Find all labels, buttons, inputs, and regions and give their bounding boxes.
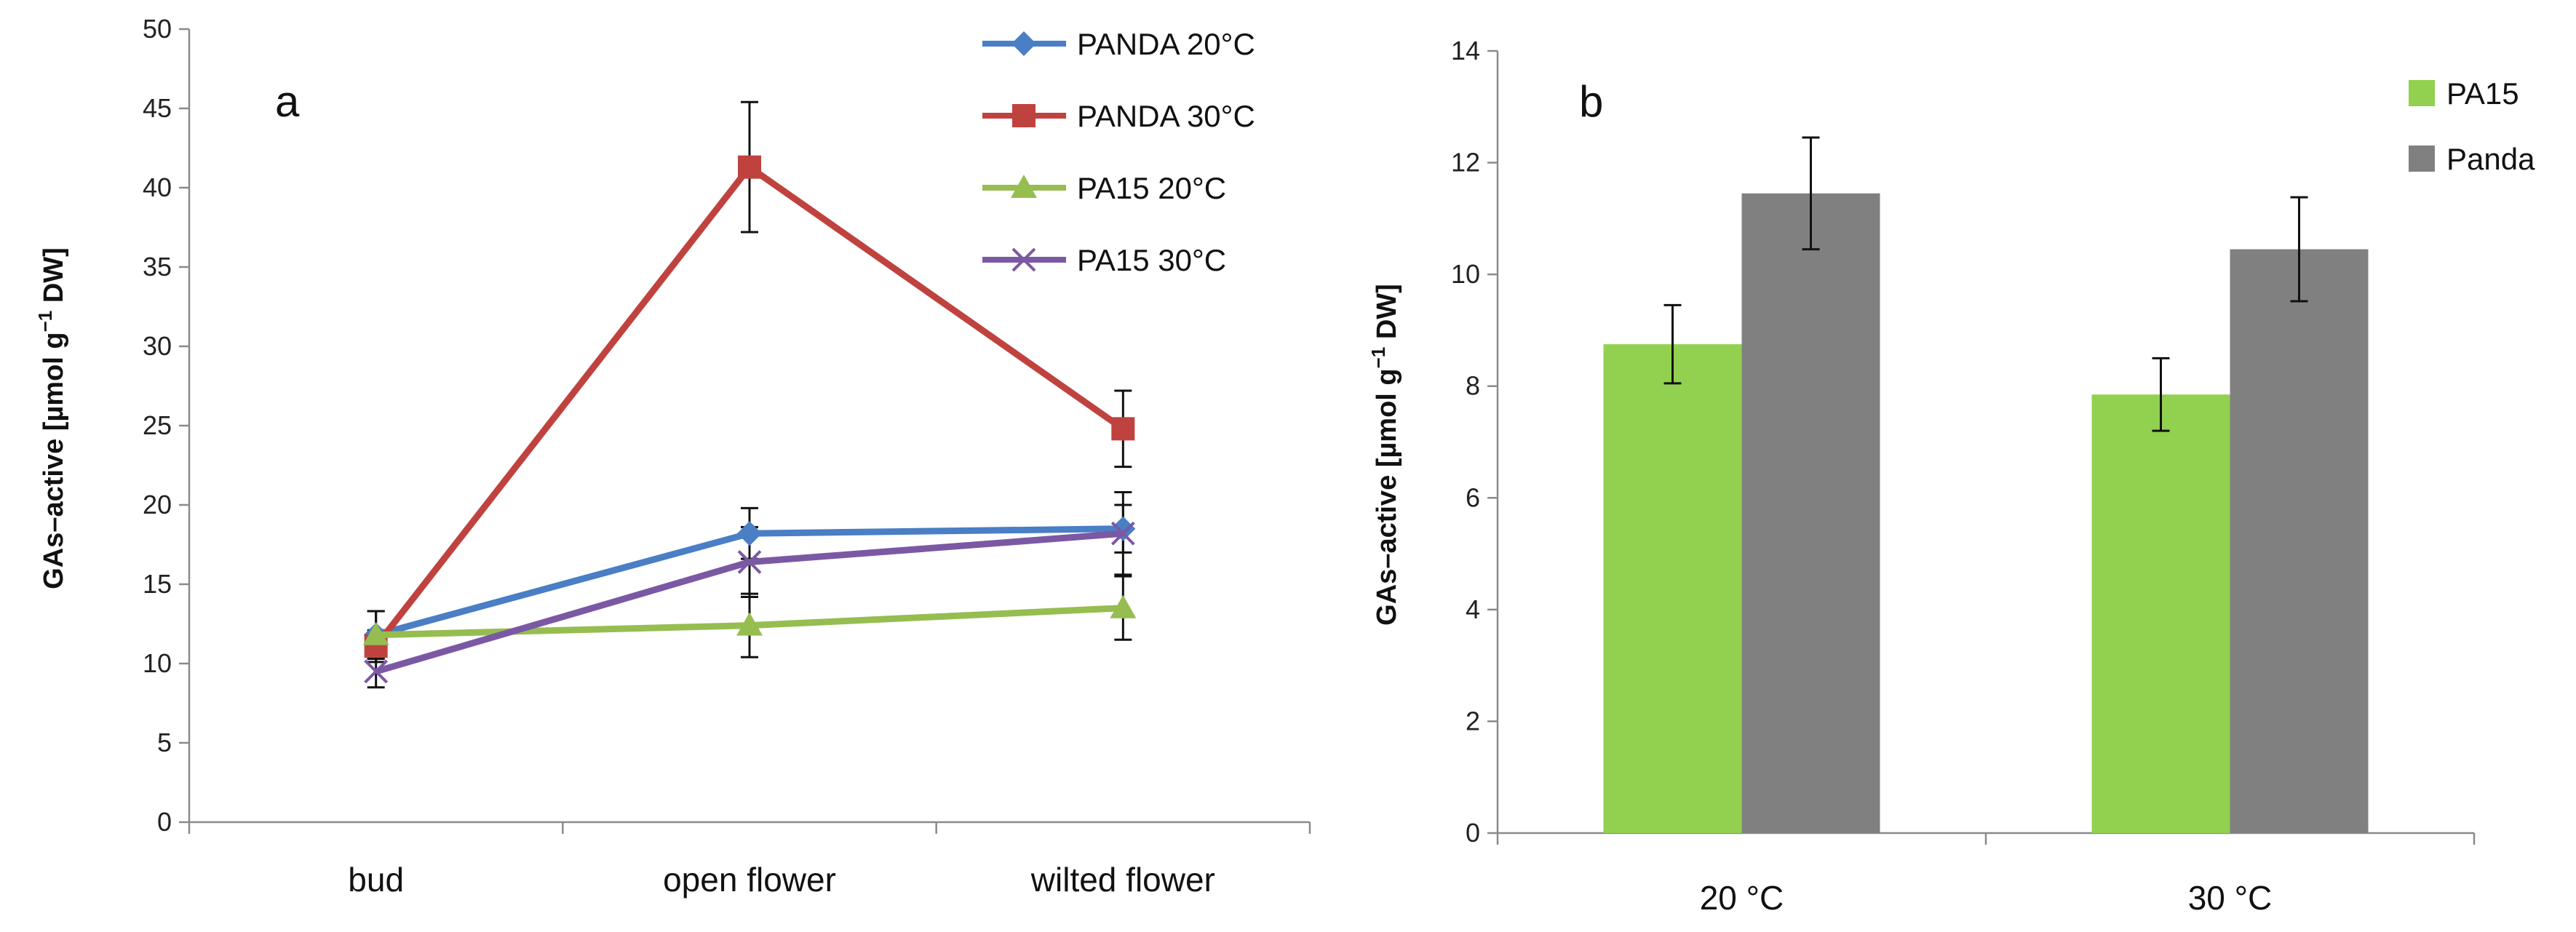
y-axis-label-b-sup: −1 xyxy=(1367,347,1389,369)
x-category-label-b: 20 °C xyxy=(1700,879,1784,917)
legend-label-pa15-20-c: PA15 20°C xyxy=(1077,171,1226,205)
x-category-label-a: wilted flower xyxy=(1030,861,1215,899)
data-point-pa15-20-c xyxy=(736,612,763,636)
x-category-label-a: bud xyxy=(348,861,404,899)
x-categories-b: 20 °C 30 °C xyxy=(1496,833,2476,917)
legend-marker-panda-20-c xyxy=(1011,31,1036,56)
y-tick-label-b: 8 xyxy=(1466,371,1480,401)
legend-label-panda-20-c: PANDA 20°C xyxy=(1077,27,1255,61)
error-bar-pa15 xyxy=(2152,357,2170,432)
y-tick-label-b: 12 xyxy=(1451,148,1480,178)
data-point-pa15-20-c xyxy=(362,621,389,645)
y-axis-label-b-main: GAs–active [µmol g xyxy=(1372,368,1402,625)
legend-label-panda: Panda xyxy=(2446,142,2535,176)
y-axis-label-a: GAs–active [µmol g−1 DW] xyxy=(34,247,69,589)
y-axis-label-a-tail: DW] xyxy=(39,247,69,311)
y-tick-label-b: 0 xyxy=(1466,818,1480,848)
panel-label-a: a xyxy=(275,77,300,126)
y-tick-label-a: 5 xyxy=(157,728,172,757)
bar-pa15 xyxy=(1603,344,1742,833)
legend-swatch-panda xyxy=(2409,146,2435,172)
y-tick-label-a: 15 xyxy=(143,569,172,599)
y-tick-label-a: 20 xyxy=(143,490,172,519)
error-bar-panda xyxy=(2290,196,2308,303)
y-tick-label-b: 14 xyxy=(1451,36,1480,65)
legend-marker-pa15-20-c xyxy=(1011,175,1037,198)
legend-marker-panda-30-c xyxy=(1012,104,1035,127)
x-category-label-a: open flower xyxy=(663,861,836,899)
data-point-panda-20-c xyxy=(737,521,762,546)
data-point-pa15-30-c xyxy=(364,659,389,684)
data-point-panda-30-c xyxy=(1111,417,1135,441)
y-ticks-a: 0 5 10 15 20 25 30 35 40 45 50 xyxy=(143,14,189,837)
legend-label-pa15: PA15 xyxy=(2446,76,2519,111)
legend-marker-pa15-30-c-stroke-2 xyxy=(1011,247,1036,272)
legend-label-pa15-30-c: PA15 30°C xyxy=(1077,243,1226,277)
bar-chart-panel-b: b GAs–active [µmol g−1 DW] 0 2 4 6 8 10 12 14 2… xyxy=(1367,36,2535,917)
data-point-pa15-30-c-stroke-2 xyxy=(737,550,762,574)
y-tick-label-b: 2 xyxy=(1466,706,1480,736)
legend-b: PA15 Panda xyxy=(2409,76,2535,176)
y-tick-label-a: 0 xyxy=(157,807,172,837)
y-tick-label-a: 50 xyxy=(143,14,172,44)
line-chart-panel-a: a GAs–active [µmol g−1 DW] 0 5 10 15 20 25 30 3… xyxy=(34,14,1311,899)
y-axis-label-b: GAs–active [µmol g−1 DW] xyxy=(1367,284,1402,626)
y-tick-label-a: 25 xyxy=(143,410,172,440)
data-point-pa15-30-c-stroke-2 xyxy=(1110,521,1135,546)
y-ticks-b: 0 2 4 6 8 10 12 14 xyxy=(1451,36,1498,848)
data-point-pa15-30-c xyxy=(737,550,762,574)
y-tick-label-a: 30 xyxy=(143,331,172,361)
x-category-label-b: 30 °C xyxy=(2188,879,2273,917)
y-tick-label-b: 10 xyxy=(1451,259,1480,289)
x-categories-a: bud open flower wilted flower xyxy=(188,822,1311,899)
error-bar-pa15 xyxy=(1663,303,1682,385)
legend-label-panda-30-c: PANDA 30°C xyxy=(1077,99,1255,133)
bars-b xyxy=(1603,136,2369,833)
data-point-panda-30-c xyxy=(738,155,761,179)
data-point-pa15-30-c-stroke-2 xyxy=(364,659,389,684)
y-tick-label-b: 6 xyxy=(1466,482,1480,512)
y-tick-label-a: 45 xyxy=(143,93,172,123)
bar-panda xyxy=(1741,193,1880,833)
legend-swatch-pa15 xyxy=(2409,80,2435,106)
y-tick-label-b: 4 xyxy=(1466,594,1480,624)
data-point-pa15-20-c xyxy=(1110,594,1137,618)
bar-panda xyxy=(2230,249,2369,833)
panel-label-b: b xyxy=(1579,77,1603,126)
data-point-pa15-30-c xyxy=(1110,521,1135,546)
error-bar-panda xyxy=(1802,136,1820,251)
legend-a: PANDA 20°C PANDA 30°C PA15 20°C PA15 30°C xyxy=(982,27,1255,277)
y-axis-label-b-tail: DW] xyxy=(1372,284,1402,347)
y-tick-label-a: 40 xyxy=(143,172,172,202)
y-axis-label-a-main: GAs–active [µmol g xyxy=(39,332,69,589)
series-a xyxy=(362,100,1137,689)
bar-pa15 xyxy=(2091,394,2230,833)
y-tick-label-a: 35 xyxy=(143,252,172,282)
legend-marker-pa15-30-c xyxy=(1011,247,1036,272)
y-tick-label-a: 10 xyxy=(143,648,172,678)
y-axis-label-a-sup: −1 xyxy=(34,311,56,332)
